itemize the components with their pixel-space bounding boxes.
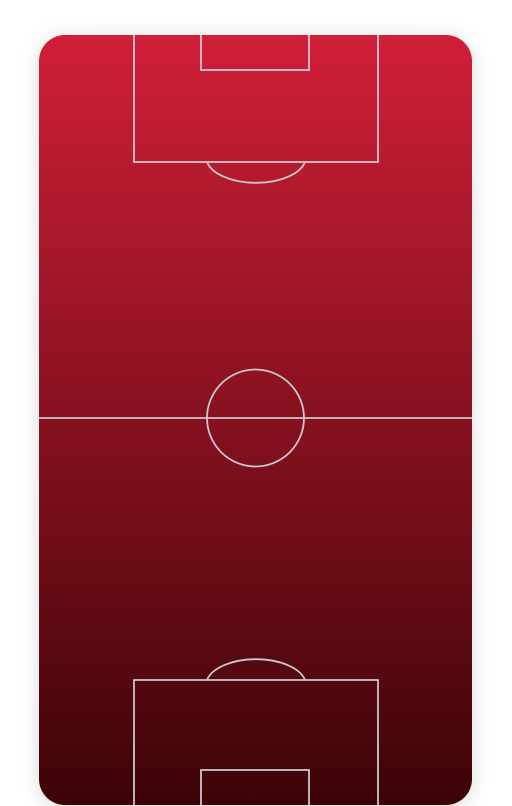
- top-penalty-area: [133, 35, 379, 163]
- pitch-svg: [39, 35, 472, 805]
- pitch-surface: [39, 35, 472, 805]
- bottom-penalty-area: [133, 679, 379, 805]
- top-goal-area: [200, 35, 310, 71]
- top-penalty-arc: [206, 161, 306, 184]
- football-pitch[interactable]: [39, 35, 472, 805]
- bottom-penalty-arc: [206, 658, 306, 681]
- bottom-goal-area: [200, 769, 310, 805]
- center-circle: [206, 368, 305, 468]
